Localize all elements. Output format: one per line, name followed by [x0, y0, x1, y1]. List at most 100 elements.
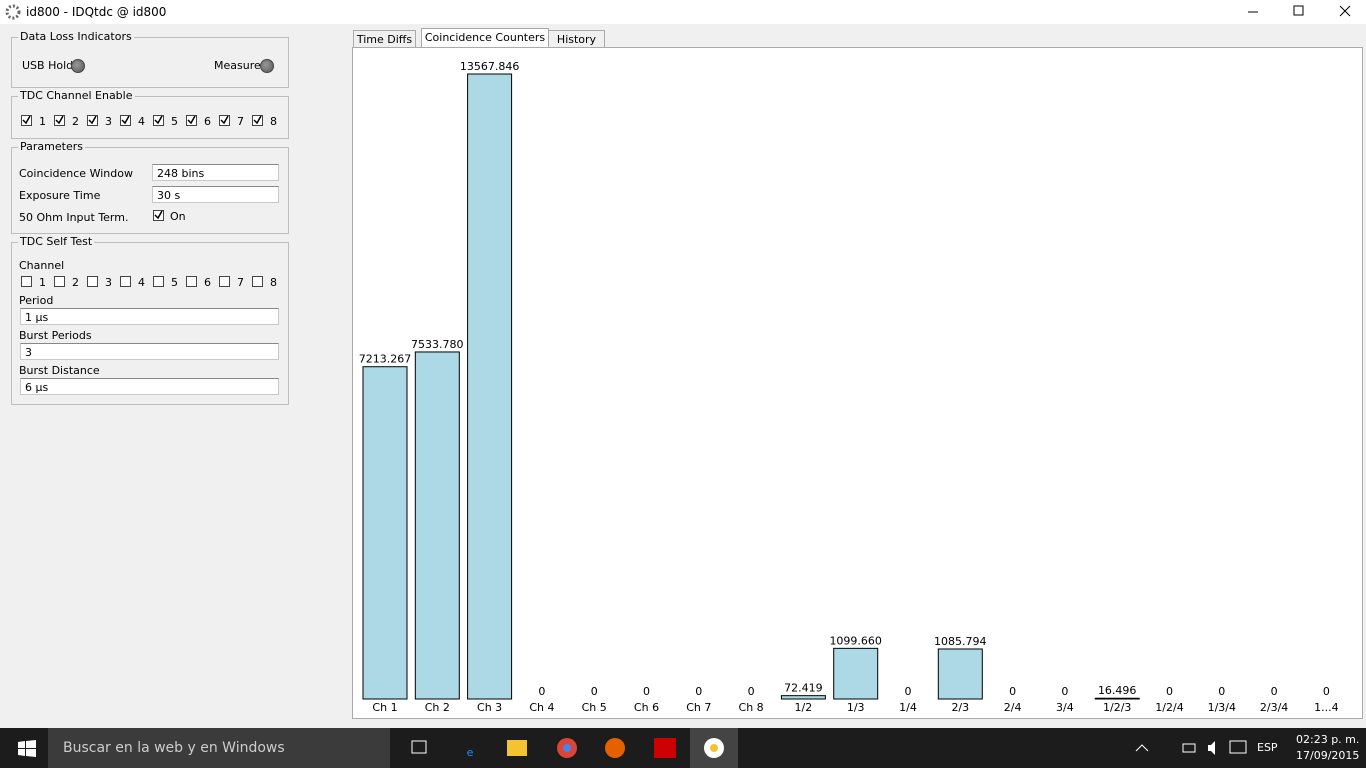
checkbox-label: 5: [171, 115, 178, 128]
window-controls[interactable]: [1240, 0, 1366, 24]
usb-hold-led: [71, 59, 85, 73]
x-tick-label: 1/2: [795, 701, 813, 714]
field-label: Burst Periods: [19, 329, 92, 342]
bar: [362, 366, 408, 700]
taskbar-icons[interactable]: e: [400, 728, 740, 768]
checkbox[interactable]: [87, 115, 98, 126]
value-label: 0: [643, 685, 650, 698]
checkbox[interactable]: [54, 115, 65, 126]
x-tick-label: 1...4: [1314, 701, 1339, 714]
checkbox[interactable]: [252, 115, 263, 126]
text-input[interactable]: 6 μs: [20, 378, 279, 395]
svg-text:e: e: [467, 746, 474, 759]
checkbox-label: 2: [72, 115, 79, 128]
clock-date[interactable]: 17/09/2015: [1296, 749, 1360, 762]
param-label: Exposure Time: [19, 189, 101, 202]
checkbox-label: 3: [105, 276, 112, 289]
value-label: 0: [1061, 685, 1068, 698]
bar: [1094, 697, 1140, 700]
value-label: 0: [748, 685, 755, 698]
checkbox-label: 1: [39, 276, 46, 289]
tray-icons[interactable]: [1133, 738, 1251, 758]
checkbox[interactable]: [219, 115, 230, 126]
checkbox-label: 8: [270, 115, 277, 128]
checkbox-label: On: [170, 210, 186, 223]
taskbar: Buscar en la web y en Windows e ESP 02:2…: [0, 728, 1366, 768]
value-label: 7213.267: [359, 353, 412, 366]
self-test-group: TDC Self Test Channel 1 2 3 4 5 6 7 8 Period 1 μs…: [11, 235, 289, 405]
checkbox-label: 7: [237, 115, 244, 128]
text-input[interactable]: 248 bins: [152, 164, 279, 181]
measure-label: Measure: [214, 59, 261, 72]
value-label: 13567.846: [460, 60, 519, 73]
group-title: TDC Self Test: [18, 235, 95, 248]
tab[interactable]: Coincidence Counters: [421, 28, 549, 48]
value-label: 16.496: [1098, 684, 1137, 697]
tab[interactable]: History: [548, 30, 605, 48]
checkbox[interactable]: [87, 276, 98, 287]
x-tick-label: 1/4: [899, 701, 917, 714]
clock-time[interactable]: 02:23 p. m.: [1296, 733, 1360, 746]
usb-hold-label: USB Hold: [22, 59, 74, 72]
checkbox[interactable]: [252, 276, 263, 287]
bar: [780, 695, 826, 700]
language[interactable]: ESP: [1257, 741, 1278, 754]
field-label: Burst Distance: [19, 364, 100, 377]
bar-chart: 7213.267 Ch 1 7533.780 Ch 2 13567.846 Ch 3 0 Ch…: [359, 60, 1339, 714]
x-tick-label: 2/3/4: [1260, 701, 1288, 714]
value-label: 0: [1009, 685, 1016, 698]
value-label: 0: [538, 685, 545, 698]
text-input[interactable]: 3: [20, 343, 279, 360]
x-tick-label: Ch 5: [582, 701, 607, 714]
value-label: 1099.660: [829, 634, 882, 647]
text-input[interactable]: 1 μs: [20, 308, 279, 325]
x-tick-label: 1/2/3: [1103, 701, 1131, 714]
param-label: 50 Ohm Input Term.: [19, 211, 129, 224]
value-label: 0: [1166, 685, 1173, 698]
checkbox[interactable]: [21, 115, 32, 126]
checkbox[interactable]: [153, 276, 164, 287]
checkbox[interactable]: [186, 115, 197, 126]
data-loss-group: Data Loss Indicators USB Hold Measure: [11, 30, 289, 88]
start-button[interactable]: [18, 740, 36, 757]
checkbox[interactable]: [21, 276, 32, 287]
x-tick-label: 2/3: [951, 701, 969, 714]
value-label: 72.419: [784, 682, 823, 695]
checkbox-label: 7: [237, 276, 244, 289]
text-input[interactable]: 30 s: [152, 186, 279, 203]
x-tick-label: Ch 2: [425, 701, 450, 714]
checkbox[interactable]: [153, 115, 164, 126]
parameters-group: Parameters Coincidence Window 248 bins Exp…: [11, 140, 289, 234]
x-tick-label: Ch 8: [739, 701, 764, 714]
checkbox[interactable]: [120, 276, 131, 287]
x-tick-label: 1/3/4: [1208, 701, 1236, 714]
x-tick-label: Ch 4: [529, 701, 554, 714]
search-placeholder: Buscar en la web y en Windows: [63, 740, 285, 756]
param-label: Coincidence Window: [19, 167, 133, 180]
x-tick-label: Ch 3: [477, 701, 502, 714]
checkbox-label: 6: [204, 115, 211, 128]
app-icon: [5, 4, 21, 20]
value-label: 0: [905, 685, 912, 698]
x-tick-label: 2/4: [1004, 701, 1022, 714]
group-title: Parameters: [18, 140, 85, 153]
field-label: Period: [19, 294, 54, 307]
checkbox-label: 5: [171, 276, 178, 289]
tab-panel: 7213.267 Ch 1 7533.780 Ch 2 13567.846 Ch 3 0 Ch…: [352, 47, 1363, 719]
x-tick-label: Ch 6: [634, 701, 659, 714]
tab[interactable]: Time Diffs: [353, 30, 416, 48]
checkbox-label: 8: [270, 276, 277, 289]
x-tick-label: 3/4: [1056, 701, 1074, 714]
measure-led: [260, 59, 274, 73]
checkbox[interactable]: [186, 276, 197, 287]
checkbox-label: 2: [72, 276, 79, 289]
search-box[interactable]: Buscar en la web y en Windows: [48, 728, 390, 768]
checkbox[interactable]: [54, 276, 65, 287]
checkbox[interactable]: [153, 210, 164, 221]
value-label: 1085.794: [934, 635, 987, 648]
value-label: 0: [695, 685, 702, 698]
checkbox-label: 1: [39, 115, 46, 128]
checkbox[interactable]: [120, 115, 131, 126]
checkbox[interactable]: [219, 276, 230, 287]
